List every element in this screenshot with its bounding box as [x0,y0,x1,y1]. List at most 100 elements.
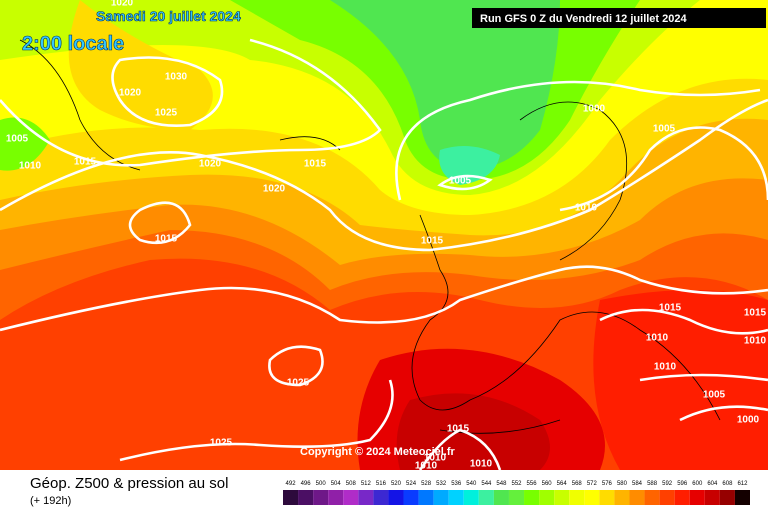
legend-label: 584 [632,481,643,487]
legend-swatch [358,490,374,505]
isobar [0,38,382,167]
legend-swatch [343,490,359,505]
copyright: Copyright © 2024 Meteociel.fr [300,446,456,458]
legend-swatch [584,490,600,505]
legend-label: 612 [737,481,748,487]
legend-label: 576 [602,481,613,487]
isobar-label: 1015 [421,236,444,247]
isobar [599,308,768,422]
isobar-label: 1005 [449,176,472,187]
legend-swatch [599,490,615,505]
isobar [268,345,324,387]
isobar-label: 1025 [210,438,233,449]
isobar [0,265,768,332]
footer-title: Géop. Z500 & pression au sol [30,475,228,492]
legend-label: 496 [301,481,312,487]
legend-swatch [328,490,344,505]
isobar [119,379,394,462]
footer-subtitle: (+ 192h) [30,495,71,507]
isobar-label: 1010 [470,459,493,470]
legend-label: 536 [451,481,462,487]
legend-swatch [283,490,299,505]
isobar [111,56,224,127]
legend-label: 608 [722,481,733,487]
legend-swatch [734,490,750,505]
legend-swatch [614,490,630,505]
legend-label: 600 [692,481,703,487]
legend-swatch [313,490,329,505]
isobar-label: 1020 [199,159,222,170]
legend-label: 532 [436,481,447,487]
isobar-label: 1005 [653,124,676,135]
isobar-label: 1010 [424,453,447,464]
isobar-label: 1015 [744,308,767,319]
legend-swatch [554,490,570,505]
isobar-label: 1025 [155,108,178,119]
isobar-label: 1000 [737,415,760,426]
isobar-label: 1025 [287,378,310,389]
field [593,290,768,470]
legend-label: 508 [346,481,357,487]
legend-label: 604 [707,481,718,487]
legend-swatch [674,490,690,505]
isobar-label: 1015 [659,303,682,314]
run-info: Run GFS 0 Z du Vendredi 12 juillet 2024 [480,13,687,25]
isobar [418,428,502,471]
legend-swatch [478,490,494,505]
legend-swatch [433,490,449,505]
isobar-label: 1030 [165,72,188,83]
isobar-label: 1010 [744,336,767,347]
legend-swatch [644,490,660,505]
field [330,0,560,170]
legend-swatch [539,490,555,505]
isobar [128,201,192,245]
legend-swatch [659,490,675,505]
legend-label: 504 [331,481,342,487]
legend-swatch [388,490,404,505]
legend-label: 528 [421,481,432,487]
legend-swatch [493,490,509,505]
legend-label: 516 [376,481,387,487]
isobar-label: 1020 [263,184,286,195]
isobar-label: 1010 [415,461,438,472]
legend-swatch [373,490,389,505]
isobar-label: 1005 [703,390,726,401]
legend-swatch [524,490,540,505]
isobar-label: 1015 [155,234,178,245]
isobar [437,174,493,191]
legend-swatch [463,490,479,505]
legend-label: 592 [662,481,673,487]
field [439,146,500,185]
coastline [19,39,721,434]
legend-label: 572 [587,481,598,487]
legend-label: 544 [481,481,492,487]
legend-label: 560 [542,481,553,487]
legend-swatch [298,490,314,505]
isobar-label: 1005 [6,134,29,145]
legend-swatch [403,490,419,505]
legend-label: 564 [557,481,568,487]
legend-swatch [704,490,720,505]
isobar-label: 1010 [646,333,669,344]
isobar-label: 1020 [111,0,134,9]
legend-swatch [448,490,464,505]
legend-label: 552 [511,481,522,487]
isobar [0,98,768,252]
isobar-label: 1010 [654,362,677,373]
legend-label: 580 [617,481,628,487]
field [68,0,213,130]
legend-swatch [508,490,525,505]
legend-label: 568 [572,481,583,487]
isobar-label: 1020 [119,88,142,99]
legend-swatch [629,490,645,505]
legend-label: 596 [677,481,688,487]
legend-swatch [569,490,585,505]
legend-swatch [418,490,434,505]
legend-label: 512 [361,481,372,487]
run-box [472,8,766,28]
isobar-label: 1015 [304,159,327,170]
legend-label: 492 [286,481,297,487]
isobar-label: 1000 [583,104,606,115]
legend-label: 500 [316,481,327,487]
